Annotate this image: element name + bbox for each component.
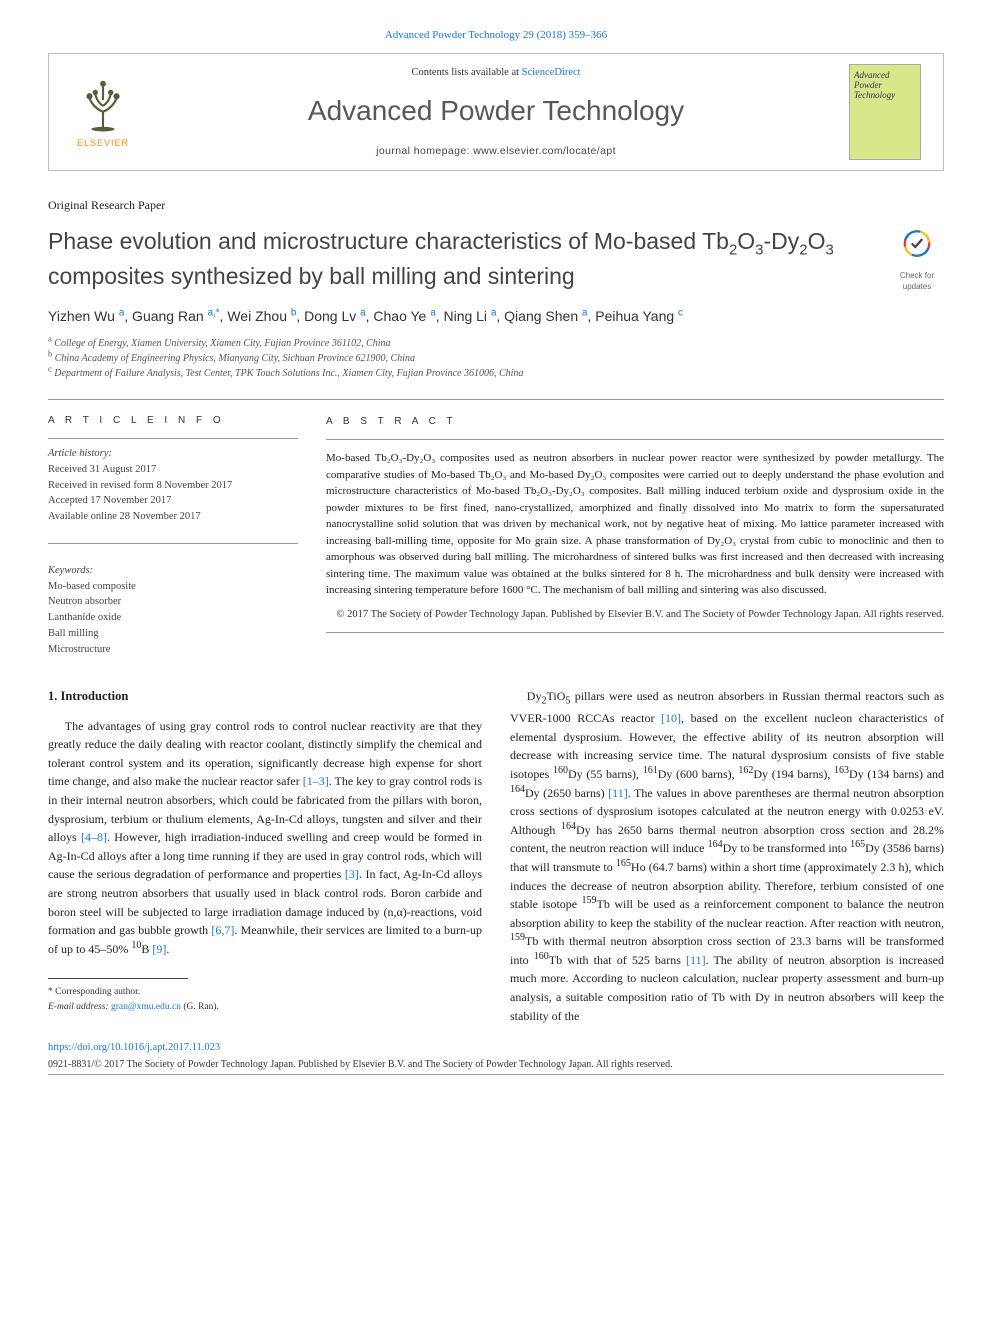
journal-masthead: ELSEVIER Contents lists available at Sci…	[48, 53, 944, 171]
contents-available: Contents lists available at ScienceDirec…	[159, 66, 833, 81]
citation-header: Advanced Powder Technology 29 (2018) 359…	[48, 28, 944, 43]
history-revised: Received in revised form 8 November 2017	[48, 478, 298, 494]
sciencedirect-link[interactable]: ScienceDirect	[522, 67, 581, 78]
affiliations: a College of Energy, Xiamen University, …	[48, 336, 944, 381]
keyword-2: Neutron absorber	[48, 594, 298, 610]
article-info-column: A R T I C L E I N F O Article history: R…	[48, 414, 298, 657]
corresponding-email-link[interactable]: gran@xmu.edu.cn	[111, 1002, 181, 1012]
divider	[48, 399, 944, 400]
footnote-separator	[48, 978, 188, 979]
article-type: Original Research Paper	[48, 197, 944, 214]
abstract-heading: A B S T R A C T	[326, 414, 944, 429]
crossmark-icon	[896, 226, 938, 268]
keyword-4: Ball milling	[48, 626, 298, 642]
crossmark-label: Check for updates	[890, 270, 944, 292]
bottom-divider	[48, 1074, 944, 1075]
history-received: Received 31 August 2017	[48, 462, 298, 478]
body-column-left: 1. Introduction The advantages of using …	[48, 687, 482, 1025]
affiliation-a: a College of Energy, Xiamen University, …	[48, 336, 944, 351]
doi-link[interactable]: https://doi.org/10.1016/j.apt.2017.11.02…	[48, 1042, 220, 1053]
homepage-url[interactable]: www.elsevier.com/locate/apt	[473, 145, 616, 157]
doi-line: https://doi.org/10.1016/j.apt.2017.11.02…	[48, 1041, 944, 1056]
keywords-head: Keywords:	[48, 564, 298, 579]
publisher-name: ELSEVIER	[77, 137, 129, 150]
history-online: Available online 28 November 2017	[48, 509, 298, 525]
intro-paragraph-2: Dy2TiO5 pillars were used as neutron abs…	[510, 687, 944, 1025]
elsevier-tree-icon	[74, 75, 132, 133]
abstract-column: A B S T R A C T Mo-based Tb₂O₃-Dy₂O₃ com…	[326, 414, 944, 657]
keyword-5: Microstructure	[48, 642, 298, 658]
article-title: Phase evolution and microstructure chara…	[48, 226, 870, 291]
journal-homepage: journal homepage: www.elsevier.com/locat…	[159, 144, 833, 159]
author-list: Yizhen Wu a, Guang Ran a,*, Wei Zhou b, …	[48, 307, 944, 327]
issn-copyright: 0921-8831/© 2017 The Society of Powder T…	[48, 1058, 944, 1072]
article-history-head: Article history:	[48, 447, 298, 462]
keyword-1: Mo-based composite	[48, 579, 298, 595]
article-info-heading: A R T I C L E I N F O	[48, 414, 298, 428]
affiliation-b: b China Academy of Engineering Physics, …	[48, 351, 944, 366]
journal-cover-thumbnail: Advanced Powder Technology	[849, 64, 921, 160]
journal-name: Advanced Powder Technology	[159, 91, 833, 130]
citation-link[interactable]: Advanced Powder Technology 29 (2018) 359…	[385, 29, 607, 41]
body-column-right: Dy2TiO5 pillars were used as neutron abs…	[510, 687, 944, 1025]
publisher-logo: ELSEVIER	[63, 75, 143, 150]
crossmark-badge[interactable]: Check for updates	[890, 226, 944, 292]
intro-paragraph-1: The advantages of using gray control rod…	[48, 717, 482, 959]
corresponding-author-note: * Corresponding author. E-mail address: …	[48, 985, 482, 1014]
section-heading-intro: 1. Introduction	[48, 687, 482, 706]
affiliation-c: c Department of Failure Analysis, Test C…	[48, 366, 944, 381]
abstract-copyright: © 2017 The Society of Powder Technology …	[326, 607, 944, 623]
abstract-text: Mo-based Tb₂O₃-Dy₂O₃ composites used as …	[326, 450, 944, 599]
history-accepted: Accepted 17 November 2017	[48, 493, 298, 509]
keyword-3: Lanthanide oxide	[48, 610, 298, 626]
